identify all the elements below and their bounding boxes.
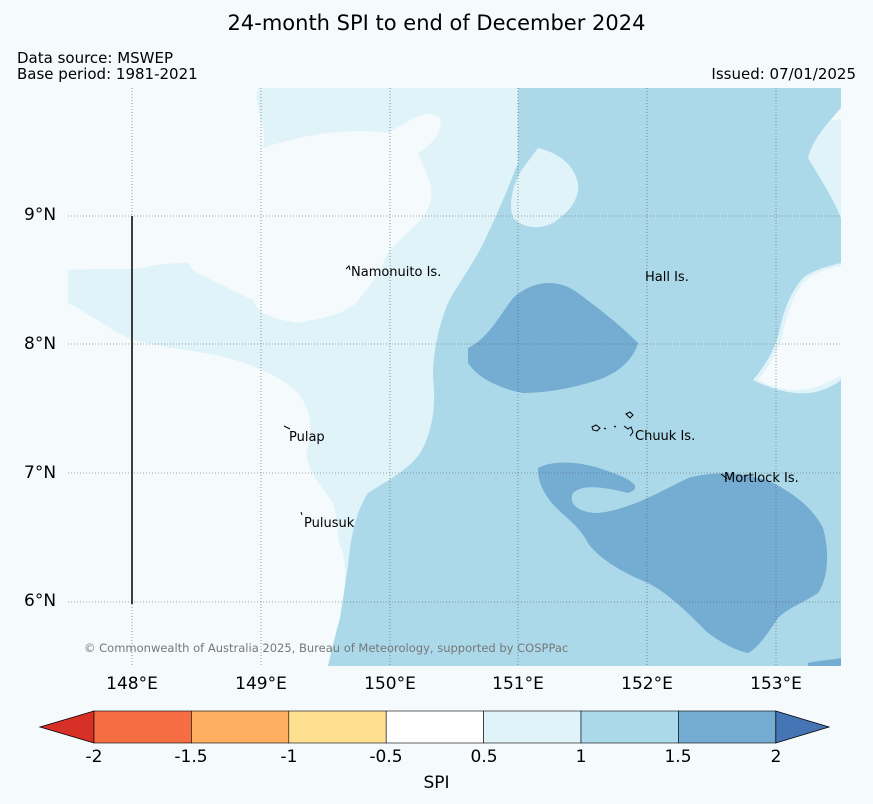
colorbar-label: 1: [575, 747, 587, 767]
spi-region-1.5-2-southeast-edge: [808, 658, 841, 666]
spi-region-near-normal-east: [758, 266, 841, 391]
island-pulusuk: [300, 511, 303, 516]
spi-region-near-normal-southwest: [68, 303, 346, 666]
lon-tick-152E: 152°E: [621, 674, 673, 694]
lat-tick-6N: 6°N: [24, 591, 57, 611]
colorbar-segment: [678, 710, 777, 744]
lon-tick-150E: 150°E: [364, 674, 416, 694]
lon-tick-153E: 153°E: [750, 674, 802, 694]
spi-map[interactable]: Namonuito Is. Hall Is. Pulap Chuuk Is. M…: [68, 88, 841, 666]
place-label-pulusuk: Pulusuk: [304, 516, 355, 531]
island-mortlock: [720, 473, 728, 480]
spi-region-near-normal-west: [68, 88, 441, 323]
place-label-mortlock: Mortlock Is.: [724, 471, 799, 486]
spi-colorbar: [38, 710, 831, 744]
spi-region-1.5-2-north: [468, 282, 638, 393]
lat-tick-7N: 7°N: [24, 463, 57, 483]
colorbar-segment: [191, 710, 290, 744]
issued-date: Issued: 07/01/2025: [711, 65, 856, 83]
place-label-pulap: Pulap: [289, 430, 325, 445]
lat-tick-8N: 8°N: [24, 334, 57, 354]
spi-region-1.5-2-south: [538, 462, 828, 653]
copyright-text: © Commonwealth of Australia 2025, Bureau…: [84, 641, 568, 655]
colorbar-segment: [288, 710, 387, 744]
colorbar-label: -1: [280, 747, 298, 767]
colorbar-segment: [580, 710, 679, 744]
colorbar-label: 0.5: [470, 747, 498, 767]
lat-tick-9N: 9°N: [24, 205, 57, 225]
colorbar-title: SPI: [423, 773, 450, 793]
island-namonuito: [345, 265, 351, 271]
lon-tick-149E: 149°E: [235, 674, 287, 694]
island-pulap: [283, 425, 291, 430]
colorbar-segment: [93, 710, 192, 744]
place-label-namonuito: Namonuito Is.: [351, 265, 441, 280]
spi-region-near-normal-north-central: [511, 148, 579, 228]
place-label-hall: Hall Is.: [645, 270, 689, 285]
colorbar-label: -0.5: [369, 747, 403, 767]
spi-map-canvas: Namonuito Is. Hall Is. Pulap Chuuk Is. M…: [68, 88, 841, 666]
lon-tick-151E: 151°E: [492, 674, 544, 694]
colorbar-label: 2: [770, 747, 782, 767]
base-period: Base period: 1981-2021: [17, 65, 198, 83]
colorbar-label: 1.5: [664, 747, 692, 767]
colorbar-label: -1.5: [174, 747, 208, 767]
colorbar-label: -2: [85, 747, 103, 767]
island-markers: [283, 265, 728, 516]
map-title: 24-month SPI to end of December 2024: [227, 11, 646, 35]
colorbar-segment: [483, 710, 582, 744]
map-metadata-left: Data source: MSWEP Base period: 1981-202…: [17, 50, 198, 82]
island-chuuk-lagoon: [591, 411, 634, 437]
colorbar-extend-low: [38, 710, 95, 744]
colorbar-extend-high: [775, 710, 831, 744]
data-source: Data source: MSWEP: [17, 49, 174, 67]
place-label-chuuk: Chuuk Is.: [635, 429, 695, 444]
lon-tick-148E: 148°E: [106, 674, 158, 694]
colorbar-segment: [385, 710, 484, 744]
